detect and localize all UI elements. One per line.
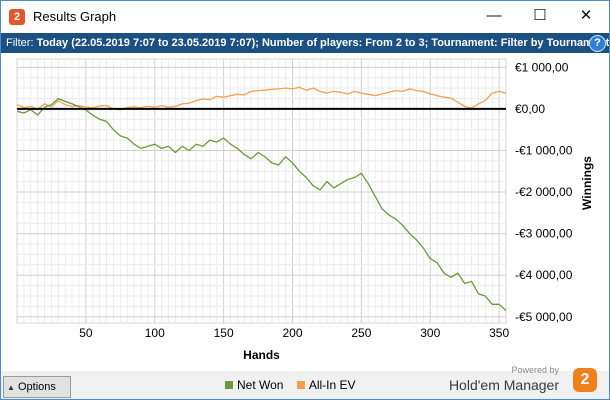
x-tick-label: 50: [79, 326, 93, 340]
y-tick-label: -€2 000,00: [515, 185, 573, 199]
maximize-button[interactable]: ☐: [533, 7, 547, 24]
powered-by-text: Powered by: [511, 365, 559, 375]
y-tick-label: -€4 000,00: [515, 268, 573, 282]
holdem-manager-logo-icon: 2: [573, 368, 597, 392]
app-logo-icon: 2: [9, 9, 25, 25]
y-tick-label: -€5 000,00: [515, 310, 573, 324]
brand-block: Powered by Hold'em Manager 2: [449, 365, 599, 395]
y-tick-label: €1 000,00: [515, 60, 569, 74]
legend-item-all-in-ev: All-In EV: [296, 378, 356, 392]
x-tick-label: 150: [214, 326, 234, 340]
title-bar[interactable]: 2 Results Graph — ☐ ✕: [1, 1, 609, 33]
x-tick-label: 350: [489, 326, 509, 340]
x-tick-label: 100: [145, 326, 165, 340]
close-button[interactable]: ✕: [579, 7, 593, 24]
x-tick-label: 300: [420, 326, 440, 340]
options-label: Options: [18, 381, 56, 393]
y-tick-label: €0,00: [515, 102, 545, 116]
results-chart: 50 100 150 200 250 300 350 €1 000,00 €0,00 -€1 00…: [16, 58, 594, 362]
bottom-bar: ▲ Options Net Won All-In EV Powered by Ho…: [1, 365, 609, 399]
chart-legend: Net Won All-In EV: [225, 378, 366, 392]
y-tick-label: -€3 000,00: [515, 227, 573, 241]
window-title: Results Graph: [33, 9, 117, 24]
series-line-all-in-ev: [16, 86, 507, 111]
filter-label: Filter:: [6, 37, 34, 49]
legend-label-net-won: Net Won: [237, 378, 284, 392]
x-tick-label: 250: [351, 326, 371, 340]
x-tick-label: 200: [282, 326, 302, 340]
legend-item-net-won: Net Won: [225, 378, 283, 392]
filter-bar[interactable]: Filter: Today (22.05.2019 7:07 to 23.05.…: [1, 33, 609, 53]
y-axis-title: Winnings: [580, 156, 594, 210]
legend-swatch-all-in-ev: [296, 381, 305, 389]
x-axis-title: Hands: [243, 348, 280, 362]
series-line-net-won: [16, 97, 507, 311]
minimize-button[interactable]: —: [486, 7, 502, 24]
plot-background: [16, 58, 507, 324]
help-icon[interactable]: ?: [589, 35, 606, 52]
y-tick-label: -€1 000,00: [515, 143, 573, 157]
brand-name: Hold'em Manager: [448, 377, 559, 393]
options-button[interactable]: ▲ Options: [3, 376, 71, 398]
up-triangle-icon: ▲: [7, 383, 15, 392]
legend-label-all-in-ev: All-In EV: [308, 378, 356, 392]
legend-swatch-net-won: [225, 381, 233, 389]
filter-description: Today (22.05.2019 7:07 to 23.05.2019 7:0…: [36, 37, 609, 49]
chart-area: 50 100 150 200 250 300 350 €1 000,00 €0,00 -€1 00…: [1, 53, 609, 371]
